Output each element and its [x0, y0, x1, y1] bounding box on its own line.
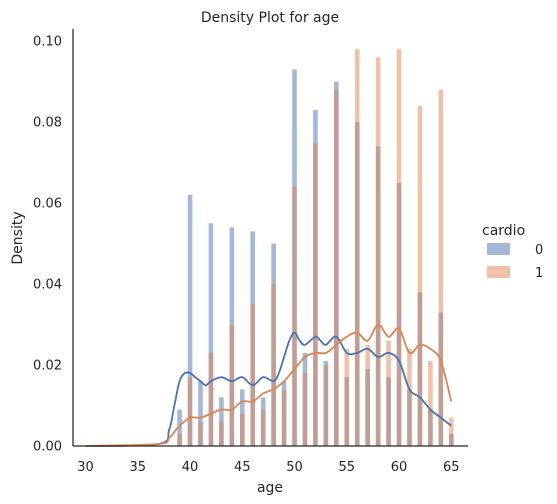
x-axis-label: age	[257, 480, 283, 496]
y-tick-label: 0.04	[33, 278, 62, 293]
bar-cardio-1	[198, 421, 203, 446]
x-tick-label: 50	[286, 460, 303, 475]
series-1-bars	[177, 49, 454, 447]
x-tick-label: 45	[234, 460, 251, 475]
bar-cardio-1	[448, 417, 454, 446]
legend-swatch-1	[487, 266, 510, 278]
chart-title: Density Plot for age	[201, 10, 339, 26]
bar-cardio-1	[365, 344, 370, 446]
kde-curves	[85, 323, 453, 447]
bar-cardio-1	[271, 284, 276, 446]
bar-cardio-1	[334, 89, 339, 446]
x-tick-label: 55	[339, 460, 356, 475]
bar-cardio-1	[219, 421, 224, 446]
bar-cardio-1	[229, 324, 235, 446]
x-tick-label: 40	[182, 460, 199, 475]
axes	[72, 29, 468, 447]
bar-cardio-1	[396, 49, 402, 447]
bar-cardio-0	[177, 409, 182, 446]
y-tick-label: 0.00	[33, 440, 62, 455]
bar-cardio-0	[198, 381, 203, 446]
bar-cardio-1	[428, 360, 433, 446]
y-tick-labels: 0.00 0.02 0.04 0.06 0.08 0.10	[33, 35, 62, 455]
bar-cardio-1	[208, 352, 214, 446]
bar-cardio-1	[187, 377, 193, 446]
bar-cardio-1	[260, 409, 266, 446]
legend: cardio 0 1	[482, 223, 543, 281]
bar-cardio-1	[344, 348, 350, 446]
bar-cardio-1	[313, 142, 318, 447]
bar-cardio-1	[292, 186, 297, 446]
legend-title: cardio	[482, 223, 525, 239]
bar-cardio-1	[386, 340, 391, 446]
y-tick-label: 0.08	[33, 116, 62, 131]
kde-line-cardio-0	[85, 331, 452, 447]
x-tick-label: 35	[130, 460, 147, 475]
y-tick-label: 0.10	[33, 35, 62, 50]
legend-swatch-0	[487, 243, 510, 255]
bar-cardio-0	[208, 223, 214, 446]
bar-cardio-1	[250, 304, 256, 446]
bar-cardio-1	[239, 413, 245, 446]
bar-cardio-1	[438, 89, 444, 446]
y-tick-label: 0.06	[33, 197, 62, 212]
x-tick-label: 60	[391, 460, 408, 475]
bar-cardio-1	[177, 433, 182, 446]
bar-cardio-1	[407, 348, 412, 446]
y-axis-label: Density	[10, 211, 26, 264]
kde-line-cardio-1	[85, 323, 453, 447]
x-tick-labels: 30 35 40 45 50 55 60 65	[77, 460, 459, 475]
bar-cardio-1	[323, 365, 329, 446]
bar-cardio-1	[354, 49, 360, 447]
bar-cardio-1	[302, 373, 308, 446]
bar-cardio-1	[417, 105, 423, 447]
x-tick-label: 30	[77, 460, 94, 475]
bar-cardio-1	[375, 57, 381, 447]
x-tick-label: 65	[443, 460, 460, 475]
legend-label-1: 1	[535, 266, 543, 281]
legend-label-0: 0	[535, 243, 543, 258]
bar-cardio-1	[281, 389, 287, 446]
y-tick-label: 0.02	[33, 359, 62, 374]
bar-cardio-0	[187, 194, 193, 446]
